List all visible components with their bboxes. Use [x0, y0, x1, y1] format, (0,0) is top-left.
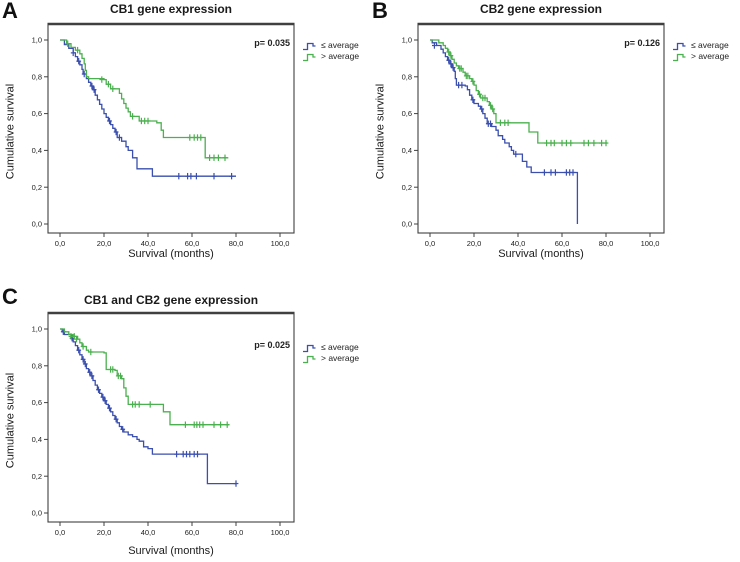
x-tick-label: 20,0	[97, 528, 112, 537]
legend-label: > average	[321, 353, 360, 364]
p-value-label: p= 0.126	[624, 38, 660, 48]
plot-frame	[47, 312, 295, 523]
panel-letter-b: B	[372, 0, 388, 23]
y-tick-label: 0,0	[32, 509, 42, 518]
y-axis-title: Cumulative survival	[374, 83, 387, 180]
x-axis-title: Survival (months)	[128, 545, 214, 557]
y-tick-label: 0,2	[402, 183, 412, 192]
km-curve-le_average	[60, 328, 236, 485]
x-axis: 0,0 20,0 40,0 60,0 80,0 100,0	[55, 233, 290, 248]
x-tick-label: 60,0	[555, 239, 570, 248]
plot-frame	[47, 23, 295, 234]
y-axis-title: Cumulative survival	[4, 372, 17, 469]
y-tick-label: 0,2	[32, 183, 42, 192]
step-line-icon	[303, 344, 316, 352]
step-line-icon	[303, 53, 316, 61]
x-tick-label: 20,0	[97, 239, 112, 248]
y-tick-label: 0,6	[402, 109, 412, 118]
step-line-icon	[303, 355, 316, 363]
p-value-label: p= 0.025	[254, 340, 290, 350]
y-tick-label: 0,0	[402, 220, 412, 229]
censor-marks-gt_average	[65, 40, 228, 161]
y-tick-label: 0,6	[32, 398, 42, 407]
km-curve-le_average	[430, 39, 579, 224]
x-tick-label: 40,0	[141, 528, 156, 537]
legend: ≤ average > average	[302, 40, 359, 62]
y-tick-label: 0,4	[32, 146, 42, 155]
step-line-icon	[673, 42, 686, 50]
x-tick-label: 80,0	[229, 239, 244, 248]
legend-label: ≤ average	[321, 342, 359, 353]
legend-label: ≤ average	[321, 40, 359, 51]
panel-a: 0,0 20,0 40,0 60,0 80,0 100,0 0,0 0,2 0,4 0,6 0,8 1…	[0, 0, 370, 281]
x-tick-label: 100,0	[271, 239, 290, 248]
x-axis: 0,0 20,0 40,0 60,0 80,0 100,0	[425, 233, 660, 248]
km-plot-cb2: 0,0 20,0 40,0 60,0 80,0 100,0 0,0 0,2 0,4 0,6 0,8 1…	[402, 22, 665, 248]
step-line-icon	[673, 53, 686, 61]
y-tick-label: 0,2	[32, 472, 42, 481]
x-axis-title: Survival (months)	[498, 248, 584, 260]
x-tick-label: 60,0	[185, 239, 200, 248]
y-tick-label: 0,8	[402, 72, 412, 81]
y-axis-title: Cumulative survival	[4, 83, 17, 180]
y-tick-label: 0,4	[32, 435, 42, 444]
p-value-label: p= 0.035	[254, 38, 290, 48]
legend: ≤ average > average	[302, 342, 359, 364]
censor-marks-gt_average	[446, 48, 609, 147]
panel-letter-a: A	[2, 0, 18, 23]
panel-c: 0,0 20,0 40,0 60,0 80,0 100,0 0,0 0,2 0,4 0,6 0,8 1…	[0, 281, 370, 562]
y-tick-label: 0,8	[32, 72, 42, 81]
y-tick-label: 0,6	[32, 109, 42, 118]
x-tick-label: 100,0	[271, 528, 290, 537]
km-curve-le_average	[60, 39, 236, 177]
x-tick-label: 0,0	[425, 239, 435, 248]
x-axis-title: Survival (months)	[128, 248, 214, 260]
panel-b: 0,0 20,0 40,0 60,0 80,0 100,0 0,0 0,2 0,4 0,6 0,8 1…	[370, 0, 740, 281]
panel-title-cb2: CB2 gene expression	[479, 2, 603, 16]
y-axis: 0,0 0,2 0,4 0,6 0,8 1,0	[32, 325, 48, 518]
x-tick-label: 60,0	[185, 528, 200, 537]
y-axis: 0,0 0,2 0,4 0,6 0,8 1,0	[402, 36, 418, 229]
legend-item-gt-average: > average	[302, 353, 359, 364]
plot-frame	[417, 23, 665, 234]
legend-item-le-average: ≤ average	[302, 40, 359, 51]
legend-item-le-average: ≤ average	[302, 342, 359, 353]
y-tick-label: 0,4	[402, 146, 412, 155]
y-tick-label: 1,0	[32, 36, 42, 45]
legend-label: > average	[321, 51, 360, 62]
y-tick-label: 1,0	[402, 36, 412, 45]
panel-title-cb1: CB1 gene expression	[109, 2, 233, 16]
y-tick-label: 0,8	[32, 361, 42, 370]
panel-letter-c: C	[2, 284, 18, 309]
censor-marks-le_average	[432, 42, 576, 176]
x-tick-label: 40,0	[511, 239, 526, 248]
km-curve-gt_average	[60, 39, 229, 159]
panel-title-cb1-cb2: CB1 and CB2 gene expression	[83, 293, 259, 307]
x-tick-label: 80,0	[229, 528, 244, 537]
x-tick-label: 100,0	[641, 239, 660, 248]
y-tick-label: 0,0	[32, 220, 42, 229]
km-plot-cb1: 0,0 20,0 40,0 60,0 80,0 100,0 0,0 0,2 0,4 0,6 0,8 1…	[32, 22, 295, 248]
km-plot-cb1-cb2: 0,0 20,0 40,0 60,0 80,0 100,0 0,0 0,2 0,4 0,6 0,8 1…	[32, 311, 295, 537]
step-line-icon	[303, 42, 316, 50]
legend-item-gt-average: > average	[302, 51, 359, 62]
legend-label: ≤ average	[691, 40, 729, 51]
x-tick-label: 80,0	[599, 239, 614, 248]
x-tick-label: 20,0	[467, 239, 482, 248]
x-tick-label: 40,0	[141, 239, 156, 248]
censor-marks-gt_average	[68, 333, 230, 428]
legend-item-gt-average: > average	[672, 51, 729, 62]
y-axis: 0,0 0,2 0,4 0,6 0,8 1,0	[32, 36, 48, 229]
legend-label: > average	[691, 51, 730, 62]
y-tick-label: 1,0	[32, 325, 42, 334]
x-axis: 0,0 20,0 40,0 60,0 80,0 100,0	[55, 522, 290, 537]
censor-marks-le_average	[70, 49, 234, 180]
x-tick-label: 0,0	[55, 239, 65, 248]
legend-item-le-average: ≤ average	[672, 40, 729, 51]
legend: ≤ average > average	[672, 40, 729, 62]
x-tick-label: 0,0	[55, 528, 65, 537]
